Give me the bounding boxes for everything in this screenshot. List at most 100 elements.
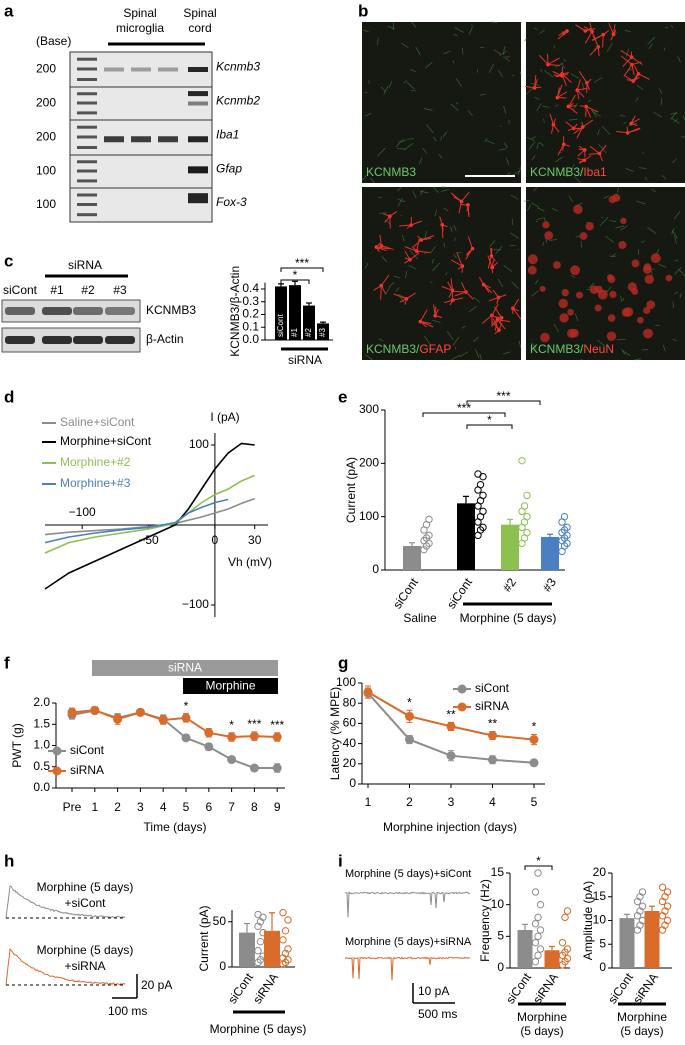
data-point bbox=[563, 907, 572, 915]
group-label: Morphine (5 days) bbox=[460, 611, 557, 625]
fiber bbox=[555, 156, 563, 163]
fiber bbox=[484, 138, 488, 143]
fiber bbox=[621, 348, 626, 355]
fiber bbox=[400, 214, 402, 217]
trace-label: +siRNA bbox=[64, 959, 105, 973]
process bbox=[450, 192, 462, 202]
neuron bbox=[542, 221, 550, 229]
ladder-band bbox=[77, 203, 97, 206]
process bbox=[376, 246, 387, 252]
fiber bbox=[506, 172, 511, 176]
process bbox=[578, 148, 585, 151]
blot-band bbox=[42, 336, 72, 344]
process bbox=[631, 56, 643, 65]
fiber bbox=[533, 186, 538, 192]
fiber bbox=[505, 57, 511, 62]
fiber bbox=[380, 86, 387, 92]
fiber bbox=[670, 25, 674, 28]
marker-label: 100 bbox=[36, 164, 56, 178]
y-tick-label: 5 bbox=[599, 936, 606, 950]
process bbox=[557, 91, 568, 98]
fiber bbox=[536, 142, 539, 149]
ladder-band bbox=[77, 67, 97, 71]
fiber bbox=[497, 278, 503, 287]
fiber bbox=[672, 158, 677, 164]
significance-bracket bbox=[466, 424, 513, 429]
significance-bracket bbox=[466, 400, 541, 405]
fiber bbox=[674, 291, 679, 295]
process bbox=[593, 46, 599, 51]
x-tick-label: 1 bbox=[91, 800, 98, 814]
fiber bbox=[404, 142, 414, 150]
process bbox=[410, 220, 423, 226]
trace-label: Morphine (5 days)+siCont bbox=[345, 868, 471, 880]
process bbox=[562, 144, 565, 151]
process bbox=[602, 30, 610, 36]
fiber bbox=[419, 189, 424, 195]
fiber bbox=[560, 62, 566, 69]
fiber bbox=[609, 220, 617, 222]
fiber bbox=[673, 210, 681, 219]
fiber bbox=[601, 126, 611, 135]
neuron bbox=[539, 285, 546, 292]
neuron bbox=[650, 253, 661, 264]
lane-label: #2 bbox=[81, 283, 95, 297]
legend-label: Saline+siCont bbox=[60, 415, 135, 429]
fiber bbox=[554, 104, 559, 107]
image-label: KCNMB3 bbox=[366, 165, 416, 179]
neuron bbox=[631, 259, 640, 268]
fiber bbox=[672, 301, 675, 309]
data-point bbox=[90, 705, 100, 715]
data-point bbox=[663, 888, 672, 896]
process bbox=[547, 57, 560, 65]
scale-label: 100 ms bbox=[108, 1004, 147, 1018]
fiber bbox=[404, 271, 408, 279]
x-tick-label: 4 bbox=[160, 800, 167, 814]
fiber bbox=[573, 103, 578, 110]
fiber bbox=[473, 336, 479, 343]
trace-label: Morphine (5 days)+siRNA bbox=[345, 936, 472, 948]
data-point bbox=[254, 910, 262, 919]
trace bbox=[344, 956, 471, 981]
blot-band bbox=[5, 307, 35, 315]
fiber bbox=[418, 157, 423, 165]
fiber bbox=[370, 177, 375, 184]
process bbox=[491, 261, 499, 268]
fiber bbox=[450, 226, 453, 233]
fiber bbox=[469, 306, 477, 313]
process bbox=[382, 213, 391, 217]
process bbox=[576, 79, 581, 91]
error-bar bbox=[269, 912, 275, 931]
process bbox=[458, 201, 462, 214]
data-point bbox=[518, 456, 526, 465]
process bbox=[621, 55, 633, 66]
significance-bracket bbox=[280, 267, 324, 272]
process bbox=[563, 143, 571, 147]
fiber bbox=[445, 272, 448, 276]
fiber bbox=[536, 217, 543, 221]
neuron bbox=[573, 204, 583, 215]
treatment-label: Morphine bbox=[205, 679, 255, 693]
category-label: siCont bbox=[444, 575, 475, 611]
y-tick-label: 0 bbox=[219, 959, 226, 973]
fiber bbox=[674, 235, 677, 244]
fiber bbox=[625, 168, 634, 172]
lane-label: siCont bbox=[3, 283, 38, 297]
fiber bbox=[461, 325, 466, 329]
fiber bbox=[653, 111, 662, 118]
group-label: siRNA bbox=[288, 353, 322, 367]
y-axis-label: I (pA) bbox=[210, 410, 239, 424]
process bbox=[623, 74, 634, 82]
bar bbox=[544, 950, 560, 968]
data-point bbox=[284, 956, 292, 964]
fiber bbox=[530, 290, 540, 297]
process bbox=[460, 282, 467, 293]
fiber bbox=[563, 59, 567, 62]
fiber bbox=[642, 152, 645, 154]
process bbox=[494, 317, 502, 323]
process bbox=[576, 90, 580, 100]
fiber bbox=[659, 88, 663, 94]
process bbox=[555, 75, 563, 78]
ladder-band bbox=[77, 169, 97, 173]
process bbox=[489, 297, 499, 302]
